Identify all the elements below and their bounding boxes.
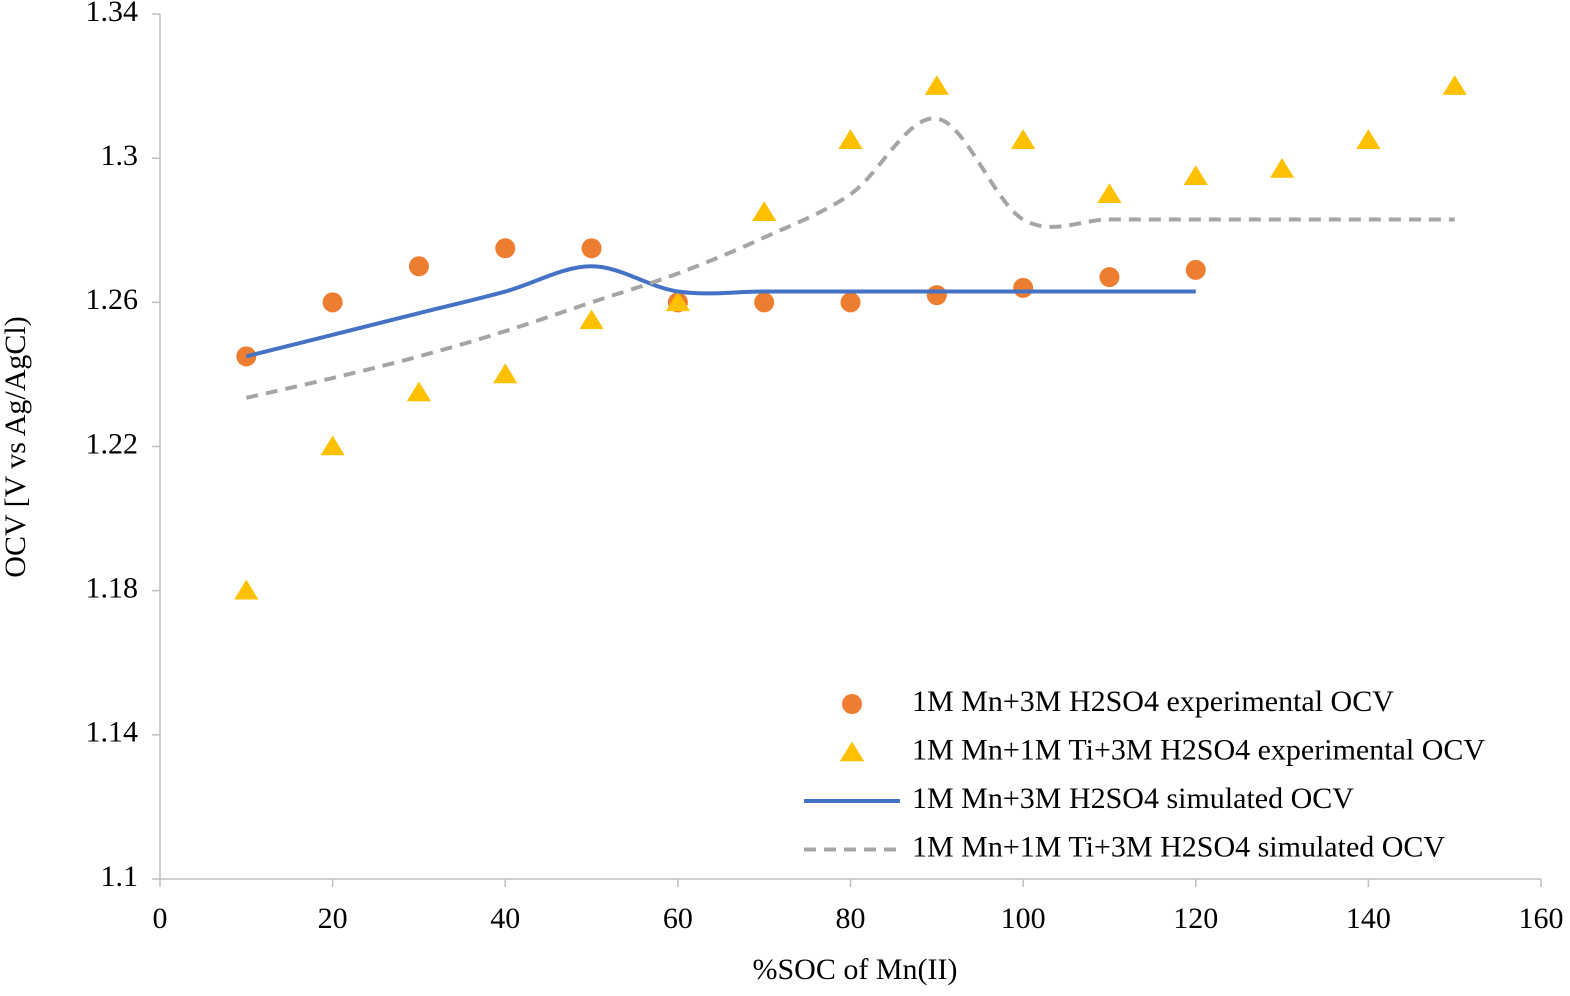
- data-point: [408, 256, 429, 277]
- data-point: [665, 291, 690, 312]
- legend-marker: [842, 694, 862, 714]
- series-line: [245, 116, 1455, 400]
- y-tick-label: 1.34: [86, 0, 139, 28]
- data-point: [234, 579, 259, 600]
- y-tick-label: 1.22: [86, 427, 139, 460]
- x-tick-label: 0: [153, 902, 168, 935]
- y-axis-label: OCV [V vs Ag/AgCl): [0, 316, 32, 577]
- data-point: [1442, 75, 1467, 95]
- data-point: [840, 292, 861, 313]
- x-tick-label: 140: [1346, 902, 1391, 935]
- legend-label: 1M Mn+1M Ti+3M H2SO4 simulated OCV: [912, 830, 1445, 863]
- data-point: [1099, 267, 1120, 288]
- legend-marker: [839, 741, 865, 762]
- x-tick-label: 60: [663, 902, 693, 935]
- x-tick-label: 120: [1173, 902, 1218, 935]
- data-point: [838, 129, 863, 149]
- legend-label: 1M Mn+3M H2SO4 experimental OCV: [912, 685, 1394, 718]
- x-tick-label: 80: [836, 902, 866, 935]
- legend-label: 1M Mn+3M H2SO4 simulated OCV: [912, 782, 1354, 815]
- data-point: [752, 201, 777, 222]
- data-point: [322, 292, 343, 313]
- data-point: [1269, 157, 1295, 178]
- y-tick-label: 1.18: [86, 572, 139, 605]
- data-point: [1013, 277, 1034, 298]
- data-point: [1356, 129, 1381, 149]
- data-point: [495, 238, 516, 259]
- y-tick-label: 1.1: [101, 860, 139, 893]
- data-point: [754, 292, 775, 313]
- data-point: [924, 75, 949, 95]
- x-tick-label: 100: [1001, 902, 1046, 935]
- data-point: [493, 363, 518, 384]
- x-tick-label: 20: [318, 902, 348, 935]
- data-point: [1185, 259, 1206, 280]
- data-point: [926, 285, 947, 306]
- x-tick-label: 160: [1519, 902, 1564, 935]
- series-line: [245, 264, 1196, 359]
- legend-label: 1M Mn+1M Ti+3M H2SO4 experimental OCV: [912, 733, 1485, 766]
- x-tick-label: 40: [490, 902, 520, 935]
- y-tick-label: 1.3: [101, 139, 139, 172]
- data-point: [579, 309, 604, 330]
- data-point: [1097, 183, 1122, 204]
- data-point: [320, 435, 345, 456]
- y-tick-label: 1.14: [86, 716, 139, 749]
- data-point: [1183, 165, 1208, 185]
- data-point: [1011, 129, 1036, 149]
- y-tick-label: 1.26: [86, 283, 139, 316]
- data-point: [406, 381, 432, 402]
- data-point: [581, 238, 602, 259]
- x-axis-label: %SOC of Mn(II): [753, 953, 958, 986]
